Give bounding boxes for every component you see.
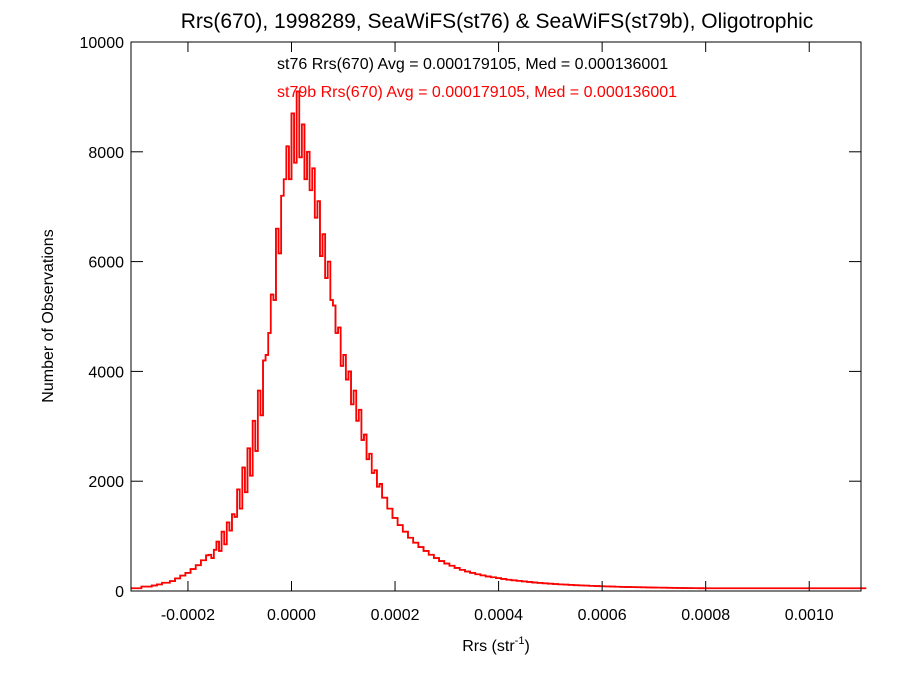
x-tick-label: 0.0010 [785, 607, 834, 624]
series-layer [131, 90, 867, 590]
x-tick-label: 0.0006 [578, 607, 627, 624]
x-axis-label-main: Rrs (str [462, 638, 515, 655]
y-tick-label: 0 [115, 584, 124, 601]
x-tick-label: 0.0008 [681, 607, 730, 624]
series-st79b-histogram [131, 90, 867, 590]
annotation-st79b: st79b Rrs(670) Avg = 0.000179105, Med = … [277, 84, 677, 101]
series-st76-histogram [131, 90, 867, 589]
plot-frame [130, 41, 862, 592]
x-tick-label: 0.0000 [267, 607, 316, 624]
chart-title: Rrs(670), 1998289, SeaWiFS(st76) & SeaWi… [181, 10, 814, 33]
y-tick-label: 6000 [88, 255, 124, 272]
x-tick-label: -0.0002 [161, 607, 215, 624]
x-axis-label-suffix: ) [524, 638, 529, 655]
x-axis-label-superscript: -1 [515, 635, 525, 647]
y-axis-label: Number of Observations [40, 229, 57, 402]
y-tick-label: 10000 [80, 35, 125, 52]
y-tick-label: 4000 [88, 364, 124, 381]
ticks-layer: -0.0002 0.0000 0.0002 0.0004 0.0006 0.0008 0.0… [80, 35, 861, 624]
x-tick-label: 0.0002 [371, 607, 420, 624]
x-axis-label: Rrs (str-1) [462, 635, 530, 655]
y-tick-label: 2000 [88, 474, 124, 491]
annotation-st76: st76 Rrs(670) Avg = 0.000179105, Med = 0… [277, 56, 668, 73]
x-tick-label: 0.0004 [474, 607, 523, 624]
y-tick-label: 8000 [88, 145, 124, 162]
